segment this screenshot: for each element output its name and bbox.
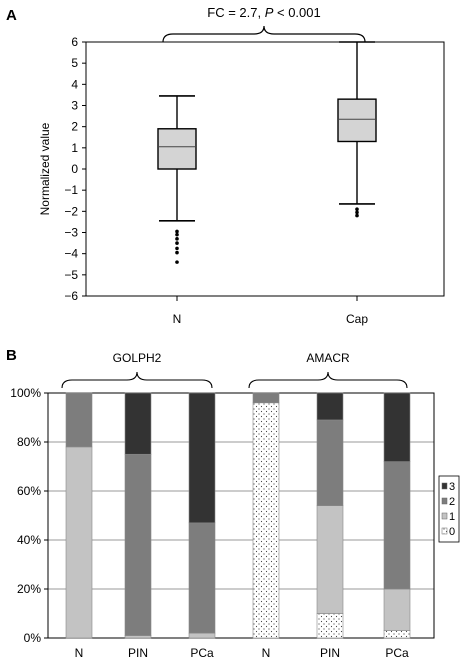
- bar-segment-1: [316, 505, 344, 614]
- outlier-point: [175, 246, 179, 251]
- group-label: GOLPH2: [113, 351, 162, 365]
- y-tick-label: 5: [71, 56, 78, 70]
- stacked-bar-panel: 100% 80% 60% 40% 20% 0% N PIN PCa N PIN PCa GOLPH2 AM…: [10, 351, 460, 660]
- bar-segment-1: [188, 632, 216, 639]
- outlier-point: [355, 213, 359, 218]
- y-tick-label: 3: [71, 99, 78, 113]
- group-label: AMACR: [306, 351, 350, 365]
- y-tick-label: 20%: [17, 582, 41, 596]
- bar-segment-2: [188, 522, 216, 634]
- bar-segment-0: [252, 402, 280, 639]
- y-tick-label: 0: [71, 162, 78, 176]
- x-category-label: PCa: [385, 646, 409, 660]
- box-iqr: [337, 98, 377, 143]
- group-brace: [61, 371, 213, 389]
- y-tick-label: −2: [64, 204, 78, 218]
- bar-segment-3: [383, 392, 411, 462]
- y-tick-label: 6: [71, 35, 78, 49]
- legend-label: 0: [449, 526, 455, 538]
- bar-segment-2: [65, 392, 93, 448]
- y-axis-label: Normalized value: [38, 122, 52, 215]
- panel-label-a: A: [6, 7, 17, 24]
- y-tick-label: −6: [64, 289, 78, 303]
- outlier-point: [175, 229, 179, 234]
- outlier-point: [175, 237, 179, 241]
- panel-label-b: B: [6, 347, 17, 364]
- bar-segment-1: [124, 635, 152, 639]
- x-category-label: N: [75, 646, 84, 660]
- y-tick-label: −1: [64, 183, 78, 197]
- legend-label: 1: [449, 511, 455, 523]
- bar-segment-3: [124, 392, 152, 455]
- bar-segment-2: [316, 419, 344, 507]
- outlier-point: [175, 250, 179, 255]
- legend-swatch-2: [441, 497, 448, 505]
- box-iqr: [157, 128, 197, 170]
- x-category-label: PCa: [190, 646, 214, 660]
- y-tick-label: −3: [64, 226, 78, 240]
- x-category-label: PIN: [128, 646, 148, 660]
- bar-segment-1: [383, 588, 411, 631]
- legend-swatch-3: [441, 482, 448, 490]
- plot-frame: [85, 41, 445, 297]
- outlier-point: [175, 260, 179, 264]
- y-tick-label: −4: [64, 247, 78, 261]
- bar-segment-2: [383, 461, 411, 590]
- legend-label: 2: [449, 496, 455, 508]
- x-category-label: N: [262, 646, 271, 660]
- y-tick-label: 2: [71, 120, 78, 134]
- fold-change-annotation: FC = 2.7, P < 0.001: [207, 5, 320, 20]
- outlier-point: [175, 241, 179, 245]
- legend-swatch-1: [441, 512, 448, 520]
- bar-segment-3: [188, 392, 216, 524]
- bar-segment-2: [252, 392, 280, 404]
- outlier-point: [175, 232, 179, 237]
- legend-label: 3: [449, 481, 455, 493]
- y-tick-label: 1: [71, 141, 78, 155]
- boxplot-panel: 6 5 4 3 2 1 0 −1 −2 −3 −4 −5 −6 Normalized value N Cap F…: [38, 5, 445, 326]
- bar-segment-2: [124, 453, 152, 636]
- comparison-brace: [162, 25, 366, 43]
- bar-segment-1: [65, 446, 93, 639]
- plot-frame: [47, 392, 435, 639]
- y-tick-label: 4: [71, 77, 78, 91]
- outlier-point: [355, 210, 359, 215]
- y-tick-label: 80%: [17, 435, 41, 449]
- legend-box: [438, 475, 460, 543]
- x-category-label: PIN: [320, 646, 340, 660]
- y-tick-label: −5: [64, 268, 78, 282]
- group-brace: [248, 371, 408, 389]
- x-category-label: Cap: [346, 312, 368, 326]
- bar-segment-0: [316, 613, 344, 639]
- y-tick-label: 60%: [17, 484, 41, 498]
- outlier-point: [355, 207, 359, 212]
- y-tick-label: 0%: [24, 631, 42, 645]
- bar-segment-3: [316, 392, 344, 421]
- x-category-label: N: [173, 312, 182, 326]
- legend-swatch-0: [441, 527, 448, 535]
- y-tick-label: 100%: [10, 386, 41, 400]
- y-tick-label: 40%: [17, 533, 41, 547]
- bar-segment-0: [383, 630, 411, 639]
